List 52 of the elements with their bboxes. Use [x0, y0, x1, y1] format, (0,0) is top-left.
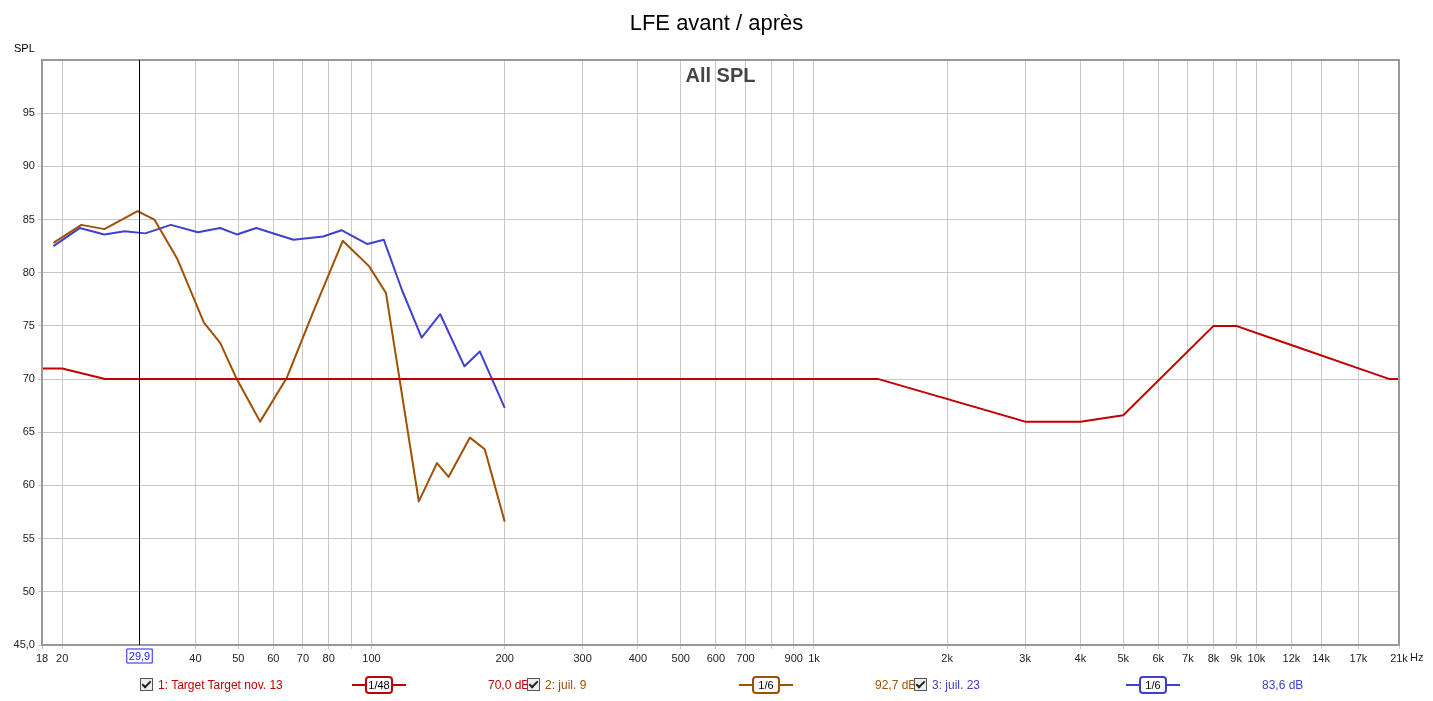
text: 1/48 — [365, 676, 393, 694]
x-tick-label: 17k — [1349, 651, 1368, 664]
x-tick-label: 12k — [1282, 651, 1301, 664]
y-axis-title: SPL — [14, 42, 35, 54]
y-tick-label: 60 — [22, 478, 35, 491]
x-tick-label: 600 — [706, 651, 725, 664]
x-tick-label: 8k — [1207, 651, 1220, 664]
x-tick-label: 4k — [1074, 651, 1087, 664]
x-tick-label: 50 — [232, 651, 245, 664]
x-tick-label: 300 — [573, 651, 592, 664]
y-tick-label: 75 — [22, 318, 35, 331]
y-tick-label: 85 — [22, 212, 35, 225]
x-tick-label: 2k — [941, 651, 954, 664]
y-tick-label: 65 — [22, 425, 35, 438]
text: 1/6 — [752, 676, 780, 694]
x-tick-label: 6k — [1152, 651, 1165, 664]
x-tick-label: 900 — [784, 651, 803, 664]
text: 1: Target Target nov. 13 — [158, 678, 283, 692]
x-tick-label: 100 — [362, 651, 381, 664]
x-tick-label: 70 — [296, 651, 310, 664]
text: 1/6 — [1139, 676, 1167, 694]
x-tick-label: 200 — [495, 651, 514, 664]
x-tick-label: 80 — [322, 651, 335, 664]
x-tick-label: 9k — [1230, 651, 1243, 664]
y-tick-label: 80 — [22, 265, 35, 278]
x-tick-label: 700 — [736, 651, 755, 664]
x-tick-label: 18 — [35, 651, 49, 664]
y-tick-label: 50 — [22, 584, 35, 597]
x-tick-label: 5k — [1117, 651, 1130, 664]
y-tick-label: 45,0 — [13, 638, 35, 651]
x-tick-label: 10k — [1247, 651, 1266, 664]
chart-title: LFE avant / après — [629, 10, 804, 35]
y-tick-label: 95 — [22, 106, 35, 119]
ref-line-label: 29,9 — [128, 649, 151, 662]
x-tick-label: 60 — [267, 651, 280, 664]
text: 83,6 dB — [1262, 678, 1304, 692]
x-axis-title: Hz — [1410, 651, 1424, 663]
x-tick-label: 400 — [628, 651, 648, 664]
y-tick-label: 70 — [22, 372, 35, 385]
x-tick-label: 3k — [1019, 651, 1032, 664]
y-tick-label: 90 — [22, 159, 35, 172]
x-tick-label: 20 — [56, 651, 69, 664]
x-tick-label: 1k — [808, 651, 821, 664]
y-tick-label: 55 — [22, 531, 35, 544]
text: 2: juil. 9 — [545, 678, 587, 692]
x-tick-label: 21k — [1390, 651, 1409, 664]
x-tick-label: 7k — [1182, 651, 1195, 664]
text: 3: juil. 23 — [932, 678, 981, 692]
x-tick-label: 500 — [671, 651, 690, 664]
x-tick-label: 40 — [189, 651, 202, 664]
x-tick-label: 14k — [1312, 651, 1331, 664]
annotation: All SPL — [685, 64, 756, 86]
